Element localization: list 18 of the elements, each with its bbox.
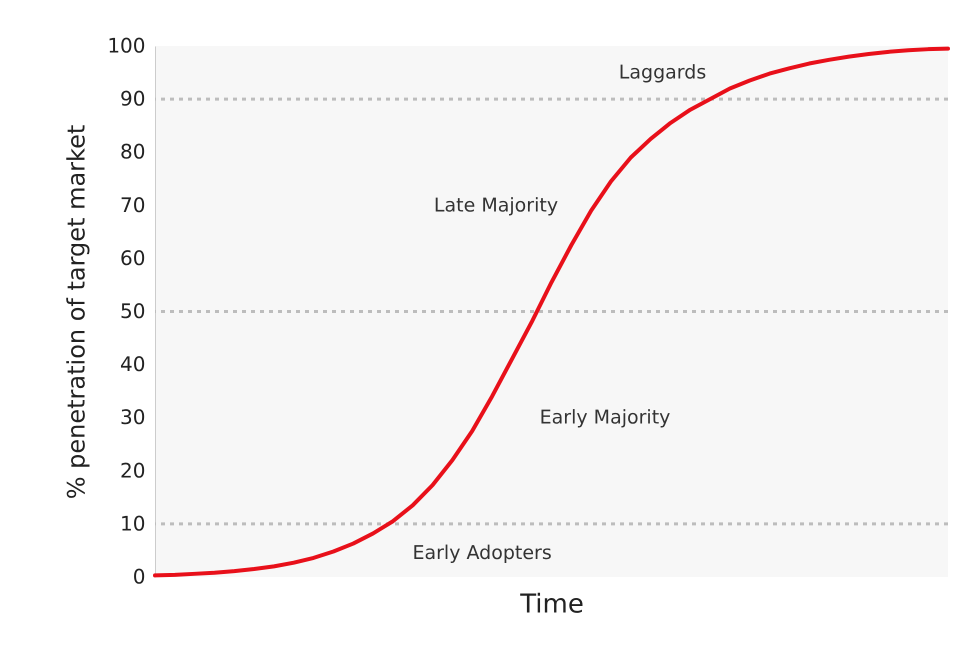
y-axis-title: % penetration of target market bbox=[62, 124, 90, 500]
y-tick-label: 0 bbox=[132, 564, 146, 588]
annotation: Early Majority bbox=[540, 406, 670, 429]
y-tick-label: 60 bbox=[120, 246, 146, 270]
line-series bbox=[153, 46, 950, 578]
y-tick-label: 20 bbox=[120, 458, 146, 482]
y-tick-label: 80 bbox=[120, 140, 146, 164]
y-tick-label: 40 bbox=[120, 352, 146, 376]
y-tick-label: 70 bbox=[120, 192, 146, 217]
x-axis-title: Time bbox=[519, 590, 584, 620]
y-tick-label: 50 bbox=[120, 299, 146, 323]
y-tick-label: 30 bbox=[120, 405, 146, 430]
y-tick-label: 10 bbox=[120, 511, 146, 536]
y-tick-label: 100 bbox=[107, 34, 146, 58]
y-tick-label: 90 bbox=[120, 86, 146, 111]
annotation: Late Majority bbox=[434, 194, 558, 216]
annotation: Early Adopters bbox=[412, 542, 552, 564]
annotation: Laggards bbox=[618, 62, 706, 84]
